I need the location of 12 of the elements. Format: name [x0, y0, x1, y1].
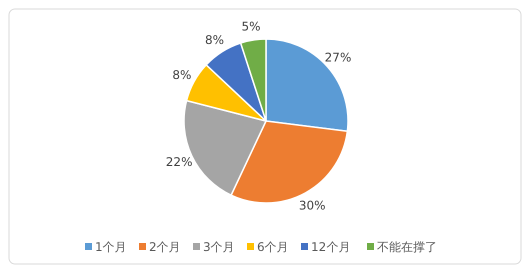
data-label: 30%: [298, 198, 326, 212]
data-label: 22%: [166, 155, 192, 170]
data-label: 27%: [324, 50, 352, 65]
data-label: 8%: [172, 68, 192, 82]
data-label: 8%: [205, 33, 224, 48]
legend-label: 12个月: [311, 240, 350, 254]
legend-label: 2个月: [149, 240, 181, 254]
legend-label: 6个月: [257, 240, 289, 254]
data-label: 5%: [241, 19, 261, 34]
legend-label: 不能在撑了: [377, 240, 437, 254]
legend-label: 3个月: [203, 240, 235, 254]
legend-label: 1个月: [95, 240, 127, 254]
